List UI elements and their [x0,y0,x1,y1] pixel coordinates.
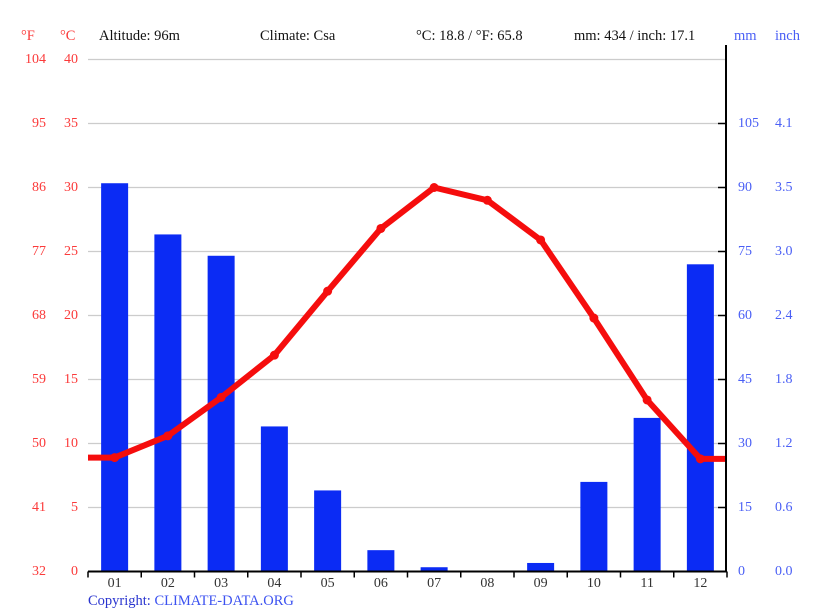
precip-bar-09 [527,562,555,572]
total-precip-label: mm: 434 / inch: 17.1 [574,28,696,44]
temp-axis-f-tick-label: 77 [32,243,46,259]
precip-axis-inch-tick-label: 3.5 [775,179,793,195]
precip-bar-03 [207,255,235,572]
temp-unit-f-label: °F [21,28,35,44]
temp-axis-c-tick-label: 40 [64,51,78,67]
precip-bar-11 [633,417,661,572]
copyright-line: Copyright: CLIMATE-DATA.ORG [88,592,294,610]
temperature-line [88,184,727,462]
precip-axis-mm-tick-label: 75 [738,243,752,259]
month-label-03: 03 [214,576,229,591]
temperature-point-10 [589,313,599,323]
temp-axis-c-tick-label: 30 [64,179,78,195]
precip-axis-mm-tick-label: 30 [738,435,752,451]
copyright-label: Copyright: [88,593,151,609]
month-label-04: 04 [267,576,282,591]
avg-temp-label: °C: 18.8 / °F: 65.8 [416,28,523,44]
copyright-link[interactable]: CLIMATE-DATA.ORG [154,593,294,609]
month-label-07: 07 [427,576,442,591]
temp-axis-c-tick-label: 20 [64,307,78,323]
precip-bar-04 [260,426,288,572]
month-label-02: 02 [160,576,175,591]
temperature-point-04 [269,350,279,360]
temp-unit-c-label: °C [60,28,76,44]
temperature-point-03 [216,392,226,402]
precip-axis-inch-tick-label: 1.8 [775,371,793,387]
temp-axis-f-tick-label: 32 [32,563,46,579]
temp-axis-f-tick-label: 104 [25,51,46,67]
temp-axis-c-tick-label: 25 [64,243,78,259]
month-label-10: 10 [586,576,601,591]
precip-axis-mm-tick-label: 15 [738,499,752,515]
temperature-point-06 [376,223,386,233]
precip-bar-07 [420,567,448,572]
temp-axis-c-tick-label: 5 [71,499,78,515]
temp-axis-c-tick-label: 35 [64,115,78,131]
precip-axis-mm-tick-label: 60 [738,307,752,323]
precip-bar-10 [580,481,608,572]
month-label-01: 01 [107,576,122,591]
precip-unit-inch-label: inch [775,28,800,44]
month-label-09: 09 [533,576,548,591]
temp-axis-c-tick-label: 0 [71,563,78,579]
temp-axis-c-tick-label: 10 [64,435,78,451]
precip-bar-02 [154,234,182,572]
month-label-11: 11 [640,576,654,591]
temp-axis-f-tick-label: 41 [32,499,46,515]
month-label-12: 12 [693,576,708,591]
temp-axis-f-tick-label: 86 [32,179,46,195]
temp-axis-f-tick-label: 68 [32,307,46,323]
temperature-point-08 [482,195,492,205]
temperature-point-02 [163,431,173,441]
temperature-point-07 [429,183,439,192]
temp-axis-f-tick-label: 50 [32,435,46,451]
precip-axis-inch-tick-label: 4.1 [775,115,793,131]
precip-bar-01 [101,183,129,572]
precip-bar-12 [686,264,714,572]
temp-axis-c-tick-label: 15 [64,371,78,387]
precip-axis-inch-tick-label: 0.6 [775,499,793,515]
climate-class-label: Climate: Csa [260,28,336,44]
precip-axis-mm-tick-label: 0 [738,563,745,579]
temperature-point-12 [695,454,705,464]
precip-axis-inch-tick-label: 1.2 [775,435,793,451]
precip-bar-06 [367,550,395,572]
precip-axis-mm-tick-label: 105 [738,115,759,131]
month-label-05: 05 [320,576,335,591]
precip-axis-inch-tick-label: 3.0 [775,243,793,259]
precip-axis-mm-tick-label: 90 [738,179,752,195]
month-label-08: 08 [480,576,495,591]
temperature-point-11 [642,395,652,405]
precip-bar-05 [314,490,342,572]
precip-axis-inch-tick-label: 0.0 [775,563,793,579]
temp-axis-f-tick-label: 95 [32,115,46,131]
temperature-point-05 [323,286,333,296]
temperature-point-09 [536,235,546,245]
temp-axis-f-tick-label: 59 [32,371,46,387]
precip-axis-mm-tick-label: 45 [738,371,752,387]
precip-axis-inch-tick-label: 2.4 [775,307,793,323]
temperature-point-01 [110,453,120,463]
precip-unit-mm-label: mm [734,28,757,44]
altitude-label: Altitude: 96m [99,28,180,44]
month-label-06: 06 [373,576,388,591]
